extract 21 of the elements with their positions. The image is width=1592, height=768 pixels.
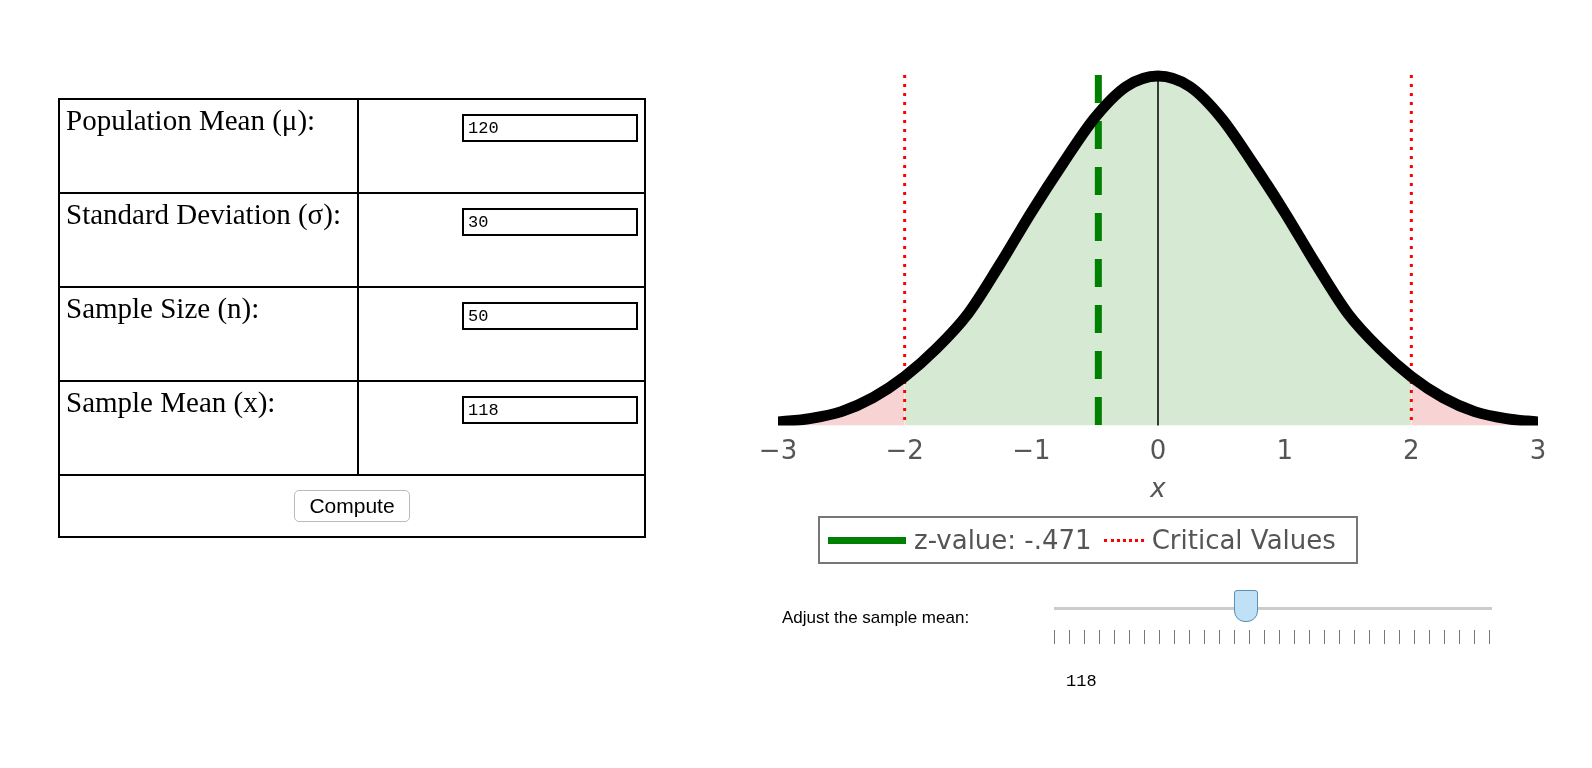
x-tick-label: −3: [758, 434, 798, 465]
x-tick-label: 0: [1149, 434, 1167, 465]
text: 118: [462, 396, 638, 424]
legend-label: Critical Values: [1151, 525, 1336, 555]
text: Adjust the sample mean:: [782, 608, 970, 628]
x-tick-label: 1: [1276, 434, 1293, 465]
text: Standard Deviation (σ):: [59, 193, 358, 287]
text: 50: [462, 302, 638, 330]
x-axis-title: x: [1149, 473, 1167, 504]
text: 118: [1066, 672, 1097, 691]
text: Sample Size (n):: [59, 287, 358, 381]
x-tick-label: −1: [1012, 434, 1051, 465]
x-tick-label: 2: [1403, 434, 1420, 465]
text: Population Mean (μ):: [59, 99, 358, 193]
text: 30: [462, 208, 638, 236]
text: Sample Mean (x):: [59, 381, 358, 475]
text: 120: [462, 114, 638, 142]
x-tick-label: 3: [1529, 434, 1547, 465]
legend-label: z-value: -.471: [914, 525, 1092, 555]
x-tick-label: −2: [885, 434, 924, 465]
text: Compute: [294, 490, 410, 522]
